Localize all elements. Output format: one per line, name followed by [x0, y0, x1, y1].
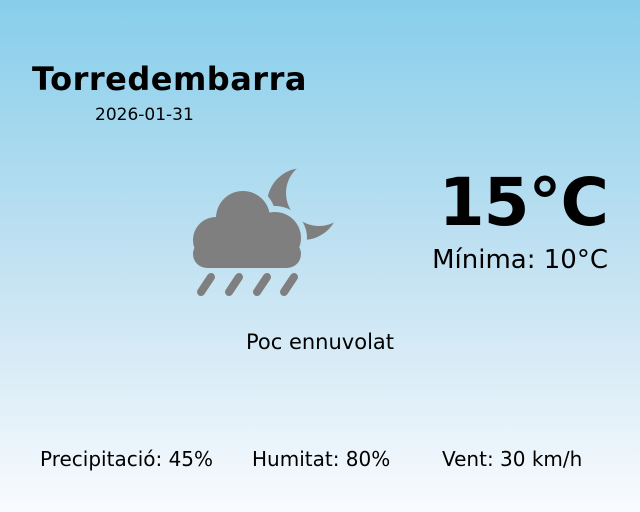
temperature-value: 15°C [438, 164, 609, 241]
min-temperature-label: Mínima: 10°C [432, 245, 608, 275]
stats-row: Precipitació: 45% Humitat: 80% Vent: 30 … [0, 447, 640, 475]
date-label: 2026-01-31 [95, 105, 194, 125]
temperature-block: 15°C Mínima: 10°C [432, 164, 609, 276]
condition-label: Poc ennuvolat [245, 330, 395, 354]
cloud-shape [193, 191, 301, 268]
rain-cloud-moon-icon [178, 148, 353, 308]
precipitation-stat: Precipitació: 45% [40, 447, 214, 471]
wind-stat: Vent: 30 km/h [442, 447, 583, 471]
location-title: Torredembarra [32, 60, 307, 98]
rain-drops [197, 273, 298, 296]
humidity-stat: Humitat: 80% [252, 447, 391, 471]
